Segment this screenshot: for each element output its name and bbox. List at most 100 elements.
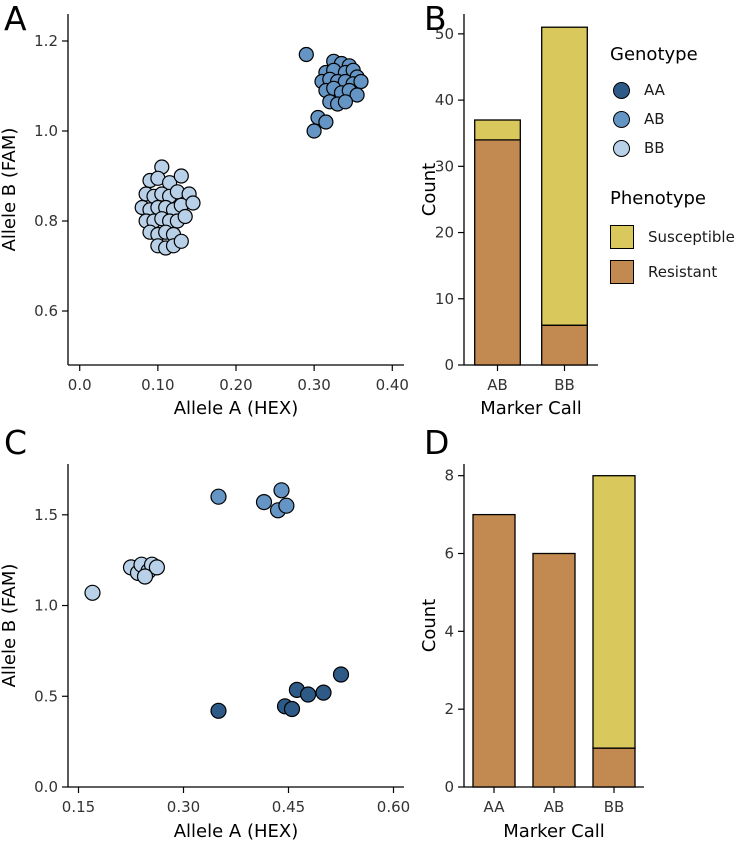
y-axis-title: Count — [420, 599, 440, 652]
x-tick-label: BB — [554, 376, 575, 394]
x-tick-label: 0.10 — [141, 376, 174, 394]
y-tick-label: 0.5 — [34, 687, 58, 705]
x-tick-label: AB — [544, 798, 565, 816]
y-tick-label: 0.0 — [34, 778, 58, 796]
legend-label-resistant: Resistant — [648, 263, 718, 281]
scatter-point-AB — [306, 123, 322, 139]
y-tick-label: 1.2 — [34, 32, 58, 50]
legend-label-bb: BB — [644, 139, 665, 157]
legend-label-ab: AB — [644, 110, 665, 128]
y-tick-label: 0.6 — [34, 302, 58, 320]
scatter-point-AB — [278, 497, 295, 514]
legend-item-phenotype-susceptible: Susceptible — [610, 225, 735, 249]
scatter-point-BB — [173, 168, 189, 184]
scatter-point-AB — [298, 46, 314, 63]
legend-item-genotype-ab: AB — [610, 110, 735, 128]
scatter-point-AB — [353, 73, 369, 90]
bar-segment-AB-Resistant — [532, 552, 576, 788]
panel-b-plot-svg: 0 10 20 30 40 50 AB BB Marker Call Count — [420, 14, 598, 419]
y-tick-label: 0 — [444, 778, 454, 796]
scatter-point-AB — [255, 493, 273, 511]
panel-d-label: D — [424, 424, 450, 462]
x-tick-label: 0.20 — [219, 376, 252, 394]
scatter-point-BB — [185, 195, 201, 211]
scatter-point-BB — [173, 233, 189, 249]
panel-c-plot-svg: 0.0 0.5 1.0 1.5 0.15 0.30 0.45 0.60 Allele A (HE… — [0, 464, 410, 842]
x-tick-label: 0.45 — [272, 798, 305, 816]
x-axis-title: Marker Call — [503, 821, 605, 842]
panel-b: B 0 10 20 30 40 50 AB BB Marker Call Count Genoty… — [420, 0, 740, 424]
panel-b-bar-chart: 0 10 20 30 40 50 AB BB Marker Call Count — [420, 0, 606, 424]
legend-phenotype-title: Phenotype — [610, 188, 706, 209]
x-tick-label: 0.0 — [68, 376, 92, 394]
y-tick-label: 0 — [444, 356, 454, 374]
phenotype-susceptible-swatch-icon — [610, 225, 634, 249]
x-tick-label: 0.40 — [376, 376, 409, 394]
scatter-point-AA — [300, 686, 317, 703]
scatter-point-AB — [273, 482, 290, 499]
x-tick-label: BB — [604, 798, 625, 816]
y-tick-label: 1.0 — [34, 597, 58, 615]
scatter-point-BB — [148, 559, 165, 576]
panel-a-label: A — [4, 0, 27, 38]
bar-segment-AB-Resistant — [474, 139, 521, 366]
x-axis-title: Allele A (HEX) — [174, 398, 299, 419]
y-tick-label: 50 — [435, 25, 454, 43]
y-tick-label: 6 — [444, 545, 454, 563]
y-tick-label: 2 — [444, 700, 454, 718]
y-tick-label: 1.5 — [34, 506, 58, 524]
genotype-bb-swatch-icon — [613, 139, 630, 157]
y-axis-title: Allele B (FAM) — [0, 564, 20, 688]
legend-item-phenotype-resistant: Resistant — [610, 260, 735, 284]
scatter-point-BB — [177, 208, 193, 225]
scatter-point-BB — [84, 584, 101, 601]
genotype-aa-swatch-icon — [613, 81, 630, 99]
x-axis-title: Marker Call — [480, 398, 582, 419]
legend-item-genotype-aa: AA — [610, 81, 735, 99]
legend-item-genotype-bb: BB — [610, 139, 735, 157]
phenotype-resistant-swatch-icon — [610, 260, 634, 284]
panel-c-label: C — [4, 424, 28, 462]
panel-c-scatter-chart: 0.0 0.5 1.0 1.5 0.15 0.30 0.45 0.60 Allele A (HE… — [0, 424, 420, 847]
panel-a-plot-svg: 0.6 0.8 1.0 1.2 0.0 0.10 0.20 0.30 0.40 Allele A … — [0, 14, 409, 419]
panel-a: A 0.6 0.8 1.0 1.2 0.0 0.10 0.20 0.30 0.40 Allele … — [0, 0, 420, 424]
x-axis-title: Allele A (HEX) — [174, 821, 299, 842]
legend-genotype-title: Genotype — [610, 44, 698, 65]
scatter-point-AA — [283, 700, 301, 718]
y-tick-label: 4 — [444, 622, 454, 640]
bar-segment-BB-Resistant — [541, 324, 588, 366]
y-tick-label: 40 — [435, 91, 454, 109]
panel-d-plot-svg: 0 2 4 6 8 AA AB BB Marker Call Count — [420, 464, 644, 842]
panel-d: D 0 2 4 6 8 AA AB BB Marker Call Count — [420, 424, 740, 847]
y-tick-label: 30 — [435, 157, 454, 175]
bar-segment-AA-Resistant — [472, 513, 516, 788]
scatter-point-AB — [318, 114, 334, 130]
bar-segment-BB-Resistant — [592, 747, 636, 788]
panel-d-bar-chart: 0 2 4 6 8 AA AB BB Marker Call Count — [420, 424, 652, 847]
genotype-ab-swatch-icon — [613, 110, 630, 128]
x-tick-label: AB — [487, 376, 508, 394]
scatter-point-AB — [349, 87, 365, 103]
x-tick-label: 0.30 — [297, 376, 330, 394]
panel-b-label: B — [424, 0, 447, 38]
y-tick-label: 0.8 — [34, 212, 58, 230]
y-tick-label: 8 — [444, 467, 454, 485]
bar-segment-BB-Susceptible — [592, 475, 636, 749]
scatter-point-AB — [337, 94, 353, 110]
scatter-point-AA — [210, 702, 227, 719]
y-axis-title: Count — [420, 163, 440, 216]
legend-label-aa: AA — [644, 81, 665, 99]
y-tick-label: 1.0 — [34, 122, 58, 140]
y-axis-title: Allele B (FAM) — [0, 128, 20, 252]
scatter-point-AA — [315, 684, 332, 701]
x-tick-label: AA — [484, 798, 506, 816]
y-tick-label: 10 — [435, 290, 454, 308]
y-tick-label: 20 — [435, 224, 454, 242]
scatter-point-AA — [332, 666, 350, 683]
x-tick-label: 0.15 — [62, 798, 95, 816]
scatter-point-AB — [210, 488, 227, 505]
panel-a-scatter-chart: 0.6 0.8 1.0 1.2 0.0 0.10 0.20 0.30 0.40 Allele A … — [0, 0, 420, 424]
panel-c: C 0.0 0.5 1.0 1.5 0.15 0.30 0.45 0.60 Allele A (… — [0, 424, 420, 847]
bar-segment-AB-Susceptible — [474, 119, 521, 141]
